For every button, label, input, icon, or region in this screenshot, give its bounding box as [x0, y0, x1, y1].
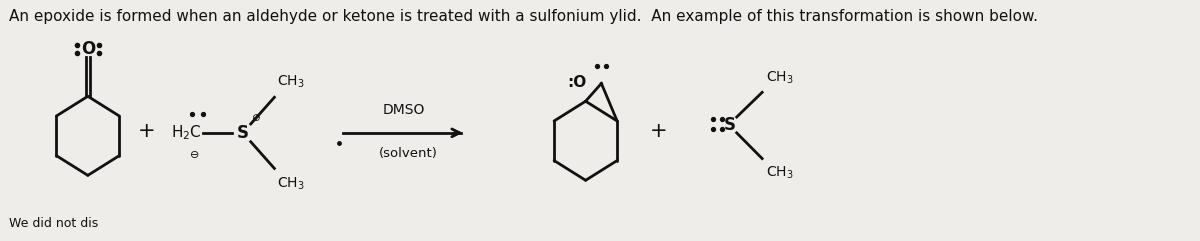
Text: ⊖: ⊖ — [190, 150, 199, 160]
Text: CH$_3$: CH$_3$ — [277, 74, 305, 90]
Text: S: S — [236, 124, 248, 142]
Text: :O: :O — [568, 75, 587, 90]
Text: ⊕: ⊕ — [251, 113, 259, 123]
Text: +: + — [138, 121, 156, 141]
Text: CH$_3$: CH$_3$ — [766, 165, 793, 181]
Text: An epoxide is formed when an aldehyde or ketone is treated with a sulfonium ylid: An epoxide is formed when an aldehyde or… — [8, 9, 1038, 24]
Text: CH$_3$: CH$_3$ — [766, 70, 793, 86]
Text: DMSO: DMSO — [383, 103, 425, 117]
Text: S: S — [724, 116, 736, 134]
Text: We did not dis: We did not dis — [8, 217, 98, 230]
Text: CH$_3$: CH$_3$ — [277, 175, 305, 192]
Text: +: + — [649, 121, 667, 141]
Text: (solvent): (solvent) — [379, 147, 438, 160]
Text: O: O — [80, 40, 95, 58]
Text: H$_2$C: H$_2$C — [170, 123, 202, 142]
